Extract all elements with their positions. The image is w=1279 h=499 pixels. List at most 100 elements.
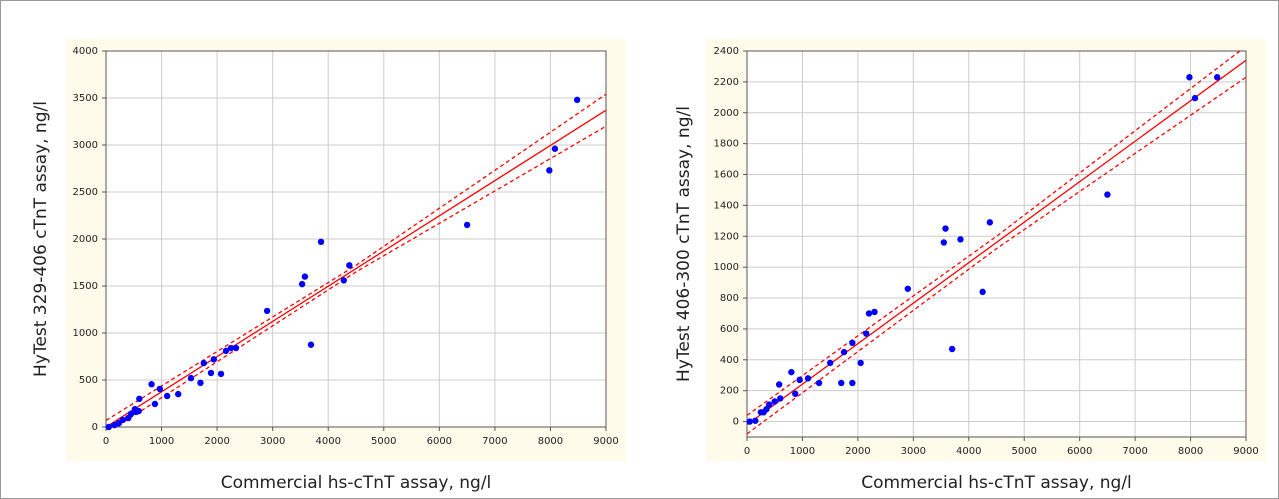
point [463,221,471,229]
point [804,375,812,382]
point [551,145,559,152]
y-tick-label: 1400 [714,200,739,211]
point [792,390,799,397]
plot-border [746,50,1247,438]
x-tick-label: 7000 [1122,446,1147,457]
plot-border [105,50,607,428]
y-axis-title: HyTest 406-300 cTnT assay, ng/l [674,106,694,382]
y-tick-label: 2500 [73,187,98,198]
point [298,280,306,288]
point [746,418,753,425]
point [763,406,770,413]
point [940,239,948,246]
fit-line [106,109,606,427]
x-tick-label: 9000 [1233,446,1258,457]
x-tick-label: 2000 [845,446,870,457]
x-tick-label: 1000 [149,436,174,447]
x-tick-label: 7000 [482,436,507,447]
x-tick-label: 0 [744,446,750,457]
point [865,310,873,317]
point [227,344,235,352]
x-tick-label: 3000 [260,436,285,447]
point [340,277,347,284]
x-tick-label: 8000 [1178,446,1203,457]
y-tick-label: 200 [720,386,739,397]
lower-band [747,76,1246,435]
point [1186,74,1193,81]
y-tick-label: 500 [79,375,98,386]
y-axis-title: HyTest 329-406 cTnT assay, ng/l [31,101,51,377]
y-tick-label: 1500 [73,281,98,292]
x-axis-title: Commercial hs-cTnT assay, ng/l [861,473,1132,493]
y-tick-label: 3500 [73,93,98,104]
y-tick-label: 2400 [714,46,739,57]
point [979,288,986,296]
point [346,262,353,269]
x-tick-label: 8000 [538,436,563,447]
y-tick-label: 1200 [714,231,739,242]
point [849,339,856,347]
point [136,395,143,402]
point [942,225,949,232]
point [222,347,230,355]
y-tick-label: 3000 [73,140,98,151]
point [200,359,207,367]
plot-area [746,50,1247,438]
y-tick-label: 1000 [73,328,98,339]
y-tick-label: 4000 [73,46,98,57]
point [135,407,142,415]
x-tick-label: 1000 [790,446,815,457]
point [187,374,195,382]
point [863,330,870,337]
x-axis-title: Commercial hs-cTnT assay, ng/l [221,473,492,493]
point [232,344,240,352]
point [1213,74,1221,81]
point [752,417,759,424]
y-tick-label: 800 [720,293,739,304]
x-tick-label: 4000 [956,446,981,457]
point [217,370,225,378]
x-tick-label: 2000 [204,436,229,447]
point [838,379,845,387]
point [210,356,217,363]
point [546,167,553,174]
point [904,285,911,292]
point [765,401,773,408]
point [175,390,182,398]
y-tick-label: 0 [733,417,739,428]
point [163,392,171,400]
point [826,359,834,367]
point [849,379,856,387]
x-tick-label: 0 [103,436,109,447]
point [307,341,315,348]
y-tick-label: 600 [720,324,739,335]
point [840,348,848,356]
x-tick-label: 9000 [593,436,618,447]
point [871,308,878,316]
y-tick-label: 400 [720,355,739,366]
point [317,238,325,246]
point [207,369,215,377]
point [777,395,784,402]
point [127,410,135,418]
y-tick-label: 1600 [714,170,739,181]
x-tick-label: 4000 [315,436,340,447]
point [119,416,126,424]
upper-band [106,93,606,421]
y-tick-label: 2000 [714,108,739,119]
point [957,236,964,243]
x-tick-label: 5000 [371,436,396,447]
point [796,376,803,384]
point [771,398,778,405]
point [148,381,155,388]
point [156,385,164,393]
point [857,359,864,367]
x-tick-label: 5000 [1011,446,1036,457]
point [1191,94,1199,102]
point [197,379,204,387]
point [105,423,112,431]
chart: 0 500 1000 1500 2000 2500 3000 3500 4000 0 1000 200… [31,39,626,493]
y-tick-label: 0 [92,422,98,433]
